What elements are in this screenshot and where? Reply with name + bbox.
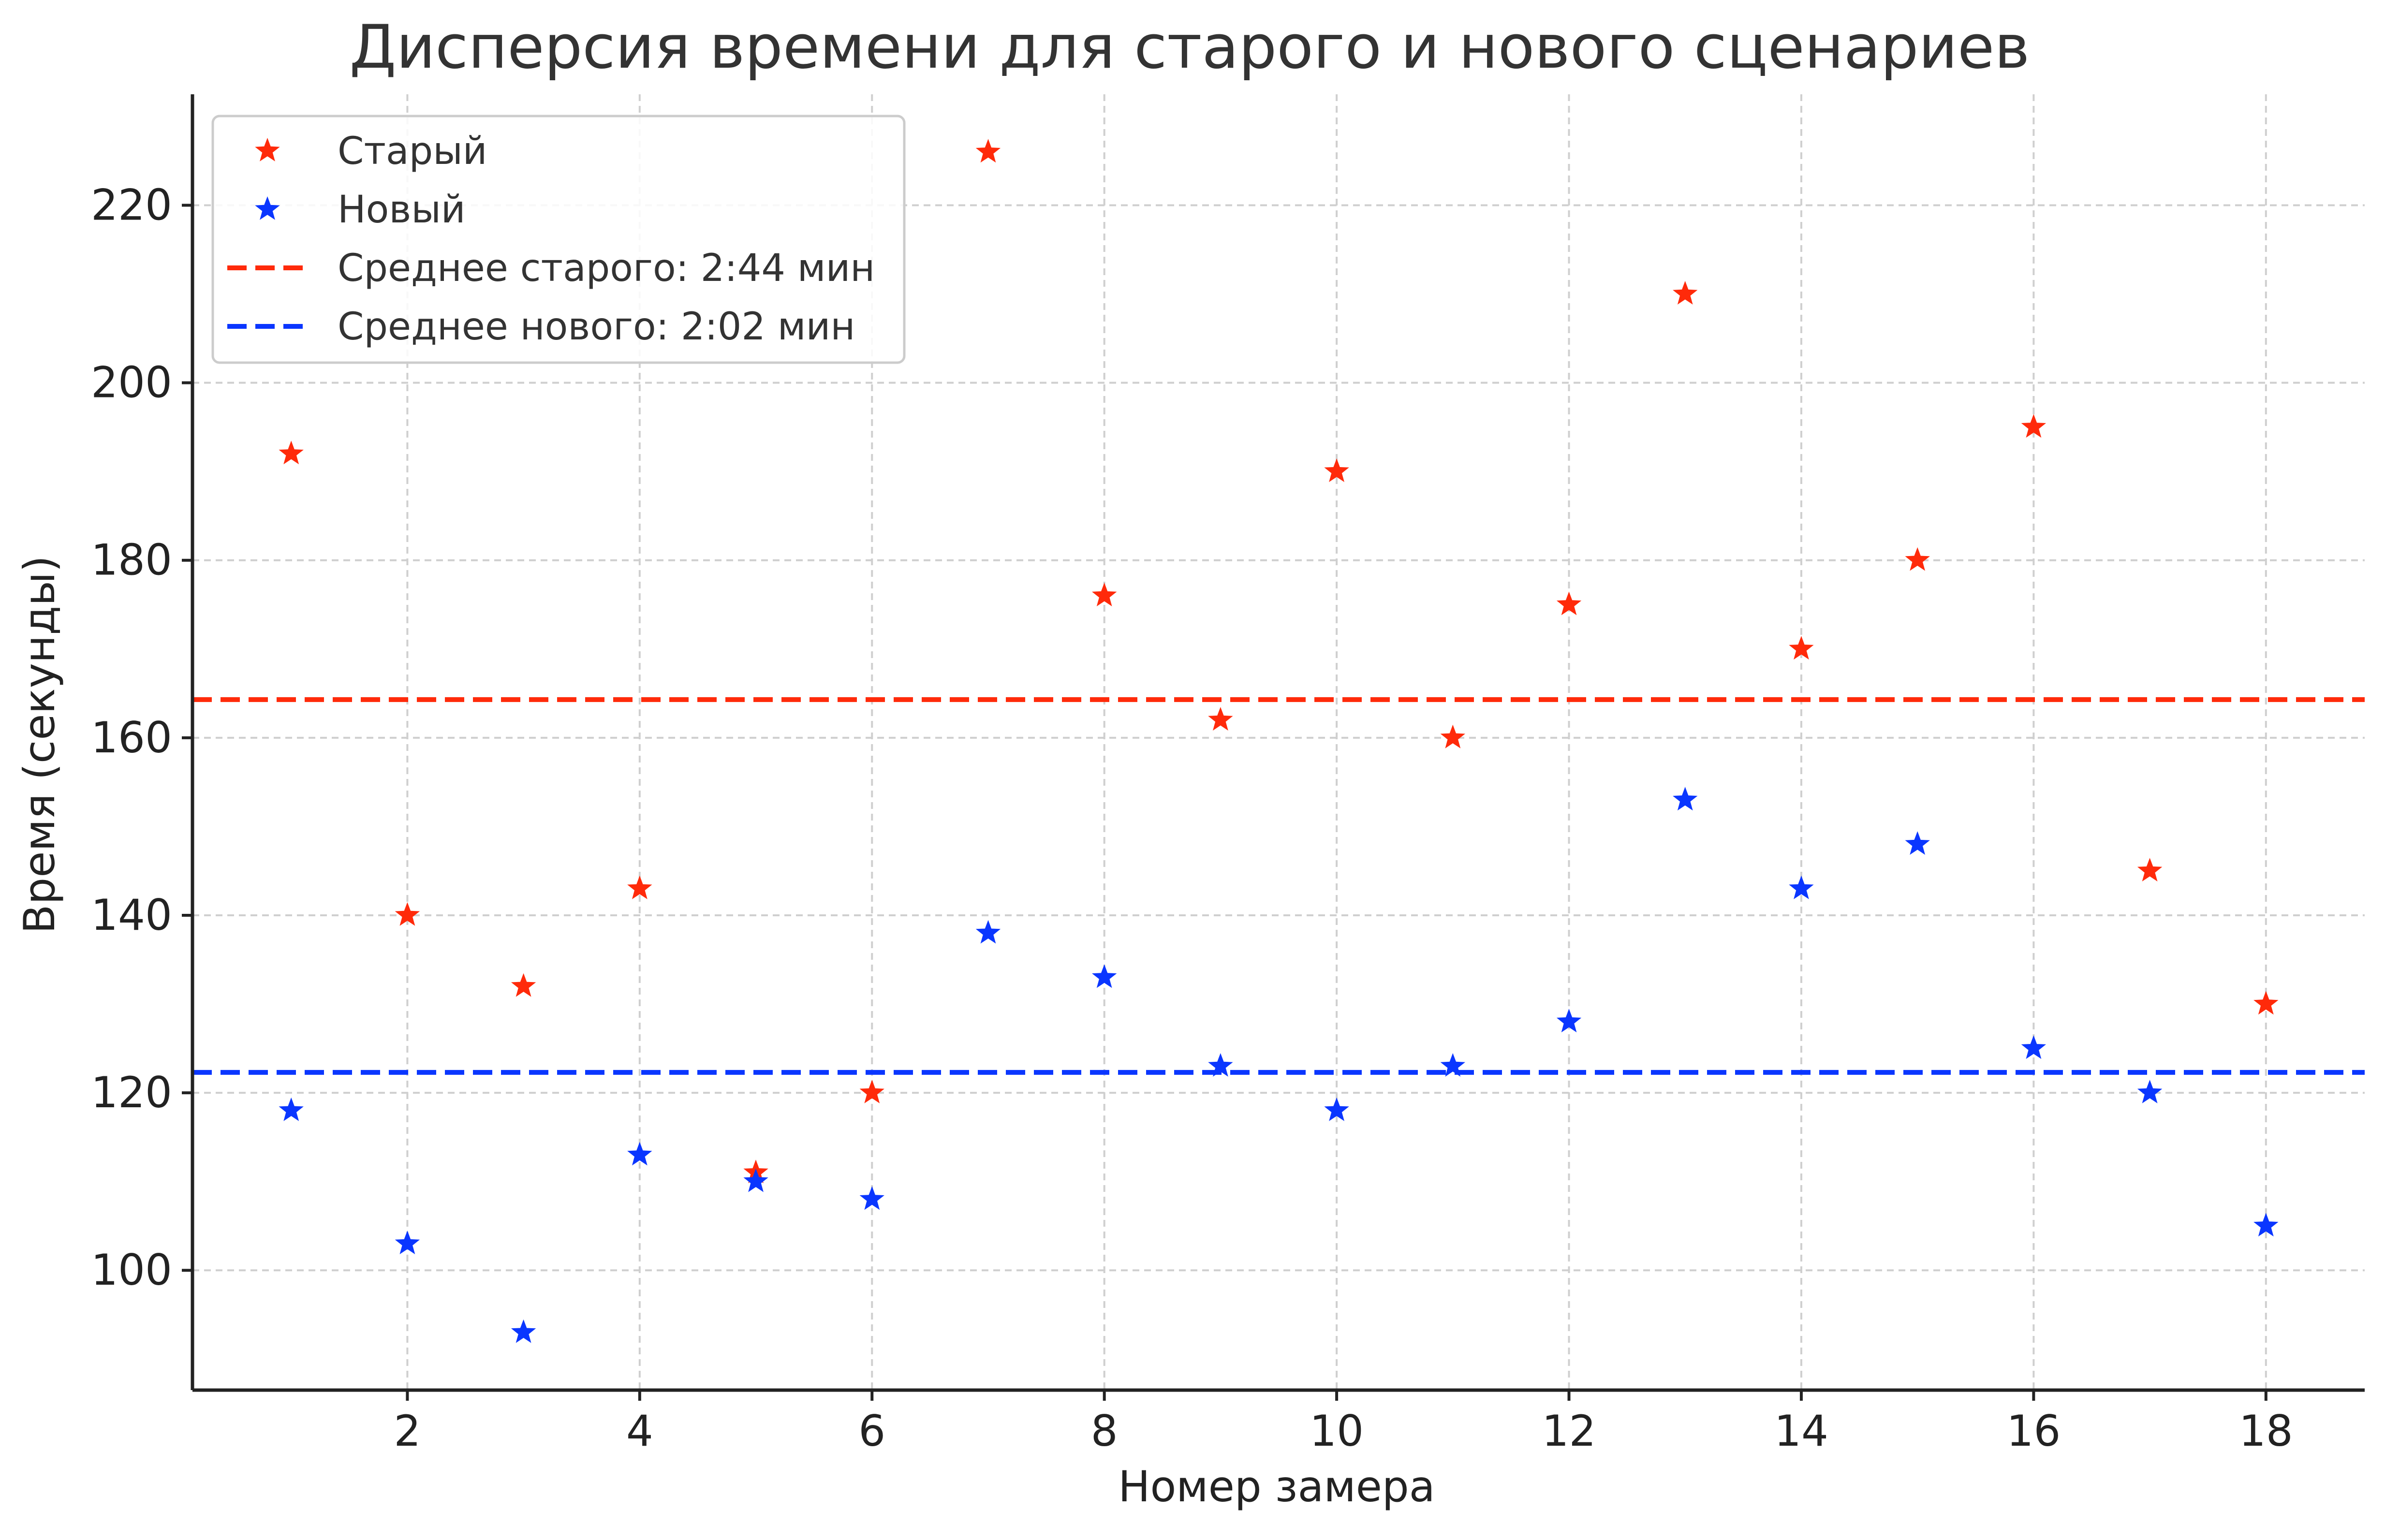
axes — [182, 94, 2365, 1401]
y-tick-label: 100 — [91, 1245, 172, 1295]
data-point — [2253, 1213, 2279, 1237]
data-point — [1673, 787, 1698, 811]
legend-label: Среднее нового: 2:02 мин — [338, 305, 855, 349]
data-point — [1673, 281, 1698, 305]
legend-marker — [255, 138, 280, 161]
x-axis-label: Номер замера — [1118, 1462, 1435, 1511]
data-point — [627, 875, 652, 899]
y-tick-label: 220 — [91, 180, 172, 230]
data-point — [279, 440, 304, 465]
data-point — [1092, 964, 1117, 988]
data-point — [1208, 1053, 1233, 1077]
data-points — [279, 139, 2279, 1343]
x-tick-label: 4 — [626, 1406, 653, 1456]
data-point — [1905, 831, 1930, 855]
data-point — [1789, 875, 1814, 899]
legend-marker — [255, 196, 280, 220]
x-tick-label: 16 — [2006, 1406, 2061, 1456]
data-point — [511, 973, 536, 997]
y-tick-label: 200 — [91, 358, 172, 408]
legend-box — [211, 115, 906, 364]
data-point — [2137, 1080, 2163, 1103]
data-point — [859, 1186, 884, 1210]
legend-label: Новый — [338, 188, 466, 232]
data-point — [859, 1080, 884, 1103]
data-point — [2021, 414, 2046, 438]
x-tick-label: 10 — [1310, 1406, 1364, 1456]
y-tick-label: 180 — [91, 535, 172, 585]
y-tick-label: 140 — [91, 890, 172, 940]
y-tick-label: 160 — [91, 713, 172, 763]
legend-label: Старый — [338, 130, 487, 173]
data-point — [1556, 591, 1582, 616]
reference-lines — [192, 697, 2365, 1075]
tick-labels: 2 4 6 8 10 12 14 16 18 100 120 140 160 180 200 220 — [91, 180, 2293, 1456]
data-point — [1789, 636, 1814, 660]
x-tick-label: 14 — [1774, 1406, 1828, 1456]
x-tick-label: 18 — [2239, 1406, 2293, 1456]
data-point — [975, 139, 1001, 163]
data-point — [1092, 583, 1117, 606]
x-tick-label: 8 — [1091, 1406, 1118, 1456]
data-point — [1208, 707, 1233, 731]
legend-label: Среднее старого: 2:44 мин — [338, 247, 875, 290]
data-point — [1440, 724, 1465, 748]
data-point — [627, 1142, 652, 1166]
data-point — [2021, 1035, 2046, 1059]
data-point — [743, 1168, 768, 1192]
y-tick-label: 120 — [91, 1068, 172, 1117]
legend: Старый Новый Среднее старого: 2:44 мин Сред… — [211, 115, 906, 364]
data-point — [1556, 1009, 1582, 1033]
x-tick-label: 2 — [394, 1406, 421, 1456]
data-point — [1324, 1097, 1349, 1121]
x-tick-label: 12 — [1542, 1406, 1596, 1456]
data-point — [1324, 458, 1349, 482]
data-point — [2253, 991, 2279, 1015]
y-axis-label: Время (секунды) — [15, 556, 64, 934]
data-point — [1905, 547, 1930, 571]
chart-title: Дисперсия времени для старого и нового с… — [350, 13, 2030, 82]
grid-layer — [192, 94, 2365, 1390]
data-point — [279, 1097, 304, 1121]
data-point — [1440, 1053, 1465, 1077]
data-point — [395, 1231, 420, 1254]
x-tick-label: 6 — [858, 1406, 885, 1456]
data-point — [395, 902, 420, 926]
data-point — [511, 1319, 536, 1343]
data-point — [975, 920, 1001, 944]
data-point — [2137, 858, 2163, 881]
